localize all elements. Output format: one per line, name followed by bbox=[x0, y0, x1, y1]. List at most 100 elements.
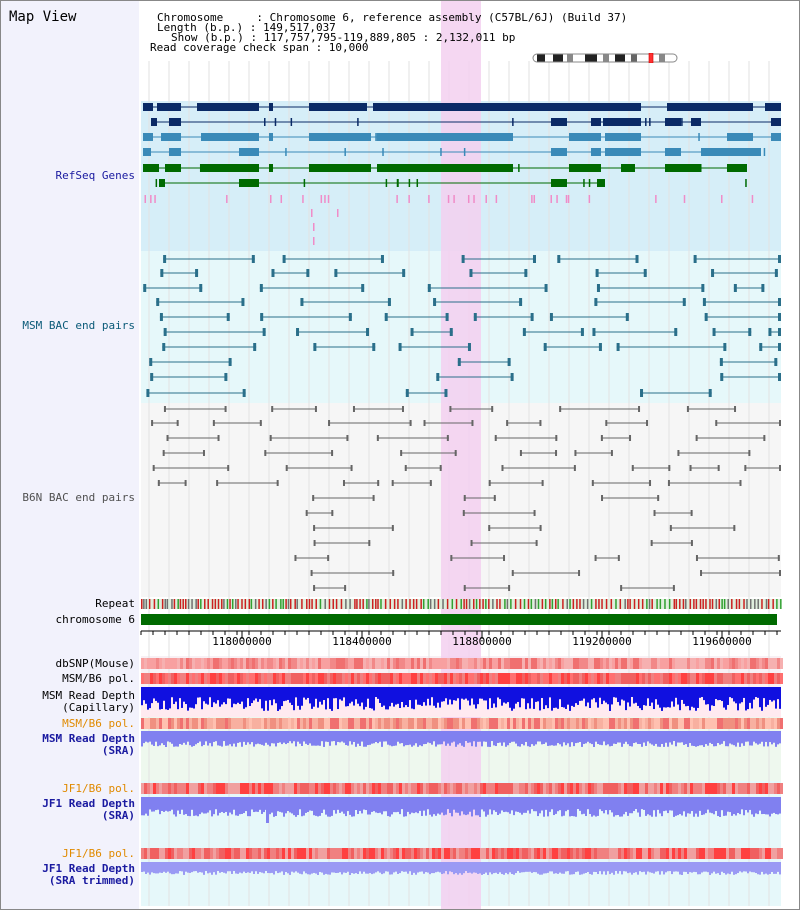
track-label-msm-pol-2[interactable]: MSM/B6 pol. bbox=[62, 717, 135, 730]
msm-pol-heat-cell bbox=[270, 673, 273, 684]
msm-pol-heat-cell bbox=[591, 718, 594, 729]
msm-sra-depth-bar bbox=[681, 731, 683, 743]
msm-pol-heat-cell bbox=[561, 673, 564, 684]
jf1-trimmed-depth-bar bbox=[713, 862, 715, 872]
repeat-element bbox=[689, 599, 692, 609]
msm-bac-end bbox=[759, 343, 763, 351]
msm-sra-depth-bar bbox=[255, 731, 257, 745]
msm-pol-heat-cell bbox=[441, 718, 444, 729]
b6n-bac-end bbox=[669, 525, 672, 531]
track-label-msm-depth-sra[interactable]: MSM Read Depth bbox=[42, 732, 135, 745]
track-label-refseq[interactable]: RefSeq Genes bbox=[55, 169, 135, 182]
jf1-trimmed-depth-bar bbox=[297, 862, 299, 873]
jf1-pol-heat-cell bbox=[573, 783, 576, 794]
refseq-gene-exon bbox=[309, 103, 367, 111]
msm-sra-depth-bar bbox=[167, 731, 169, 742]
msm-sra-depth-bar bbox=[575, 731, 577, 744]
jf1-trimmed-depth-bar bbox=[567, 862, 569, 872]
dbsnp-heat-cell bbox=[696, 658, 699, 669]
refseq-gene-exon bbox=[165, 164, 181, 172]
repeat-element bbox=[598, 599, 600, 609]
msm-sra-depth-bar bbox=[617, 731, 619, 743]
jf1-trimmed-depth-bar bbox=[245, 862, 247, 874]
track-label-jf1-pol-1[interactable]: JF1/B6 pol. bbox=[62, 782, 135, 795]
b6n-bac-end bbox=[352, 406, 355, 412]
jf1-sra-depth-bar bbox=[401, 797, 403, 810]
track-label-msm-bac[interactable]: MSM BAC end pairs bbox=[22, 319, 135, 332]
jf1-sra-depth-bar bbox=[757, 797, 759, 815]
repeat-element bbox=[534, 599, 537, 609]
msm-pol-heat-cell bbox=[555, 673, 558, 684]
jf1-trimmed-depth-bar bbox=[619, 862, 621, 872]
track-label-dbsnp[interactable]: dbSNP(Mouse) bbox=[55, 657, 135, 670]
jf1-trimmed-depth-bar bbox=[385, 862, 387, 872]
msm-sra-depth-bar bbox=[169, 731, 171, 743]
msm-pol-heat-cell bbox=[285, 718, 288, 729]
jf1-sra-depth-bar bbox=[225, 797, 227, 812]
jf1-pol-heat-cell bbox=[459, 848, 462, 859]
repeat-element bbox=[537, 599, 540, 609]
dbsnp-heat-cell bbox=[168, 658, 171, 669]
refseq-pink-marker bbox=[531, 195, 533, 203]
msm-pol-heat-cell bbox=[687, 673, 690, 684]
jf1-sra-depth-bar bbox=[283, 797, 285, 817]
msm-pol-heat-cell bbox=[201, 673, 204, 684]
jf1-pol-heat-cell bbox=[573, 848, 576, 859]
msm-pol-heat-cell bbox=[402, 673, 405, 684]
jf1-pol-heat-cell bbox=[297, 783, 300, 794]
jf1-trimmed-depth-bar bbox=[415, 862, 417, 875]
chromosome-ideogram[interactable] bbox=[531, 53, 681, 63]
jf1-pol-heat-cell bbox=[300, 848, 303, 859]
jf1-trimmed-depth-bar bbox=[367, 862, 369, 874]
track-label-jf1-pol-2[interactable]: JF1/B6 pol. bbox=[62, 847, 135, 860]
track-label-msm-depth-capillary[interactable]: MSM Read Depth bbox=[42, 689, 135, 702]
repeat-element bbox=[514, 599, 517, 609]
jf1-sra-depth-bar bbox=[489, 797, 491, 810]
jf1-pol-heat-cell bbox=[444, 783, 447, 794]
jf1-pol-heat-cell bbox=[741, 783, 744, 794]
msm-sra-depth-bar bbox=[661, 731, 663, 744]
dbsnp-heat-cell bbox=[765, 658, 768, 669]
track-label-jf1-depth-trimmed[interactable]: JF1 Read Depth bbox=[42, 862, 135, 875]
refseq-exon-tick bbox=[212, 133, 214, 141]
dbsnp-heat-cell bbox=[336, 658, 339, 669]
jf1-pol-heat-cell bbox=[192, 848, 195, 859]
jf1-trimmed-depth-bar bbox=[149, 862, 151, 875]
jf1-sra-depth-bar bbox=[777, 797, 779, 815]
msm-capillary-depth-bar bbox=[281, 687, 283, 707]
jf1-pol-heat-cell bbox=[588, 848, 591, 859]
jf1-trimmed-depth-bar bbox=[157, 862, 159, 874]
msm-sra-depth-bar bbox=[187, 731, 189, 742]
track-label-b6n-bac[interactable]: B6N BAC end pairs bbox=[22, 491, 135, 504]
msm-pol-heat-cell bbox=[360, 673, 363, 684]
jf1-pol-heat-cell bbox=[516, 783, 519, 794]
jf1-pol-heat-cell bbox=[642, 783, 645, 794]
msm-sra-depth-bar bbox=[239, 731, 241, 743]
jf1-pol-heat-cell bbox=[375, 783, 378, 794]
jf1-sra-depth-bar bbox=[679, 797, 681, 815]
track-label-jf1-depth-sra[interactable]: JF1 Read Depth bbox=[42, 797, 135, 810]
jf1-pol-heat-cell bbox=[738, 848, 741, 859]
jf1-sra-depth-bar bbox=[709, 797, 711, 813]
msm-pol-heat-cell bbox=[171, 718, 174, 729]
msm-sra-depth-bar bbox=[441, 731, 443, 745]
jf1-sra-depth-bar bbox=[183, 797, 185, 815]
jf1-pol-heat-cell bbox=[600, 848, 603, 859]
refseq-gene-exon bbox=[373, 103, 641, 111]
msm-capillary-depth-bar bbox=[211, 687, 213, 708]
jf1-trimmed-depth-bar bbox=[319, 862, 321, 872]
msm-pol-heat-cell bbox=[495, 718, 498, 729]
msm-sra-depth-bar bbox=[385, 731, 387, 742]
refseq-exon-tick bbox=[319, 133, 322, 141]
b6n-bac-end bbox=[157, 480, 160, 486]
dbsnp-heat-cell bbox=[600, 658, 603, 669]
msm-sra-depth-bar bbox=[667, 731, 669, 747]
track-label-msm-pol-1[interactable]: MSM/B6 pol. bbox=[62, 672, 135, 685]
jf1-sra-depth-bar bbox=[513, 797, 515, 816]
jf1-sra-depth-bar bbox=[471, 797, 473, 817]
jf1-pol-heat-cell bbox=[243, 783, 246, 794]
repeat-element bbox=[315, 599, 317, 609]
msm-sra-depth-bar bbox=[153, 731, 155, 746]
dbsnp-heat-cell bbox=[702, 658, 705, 669]
